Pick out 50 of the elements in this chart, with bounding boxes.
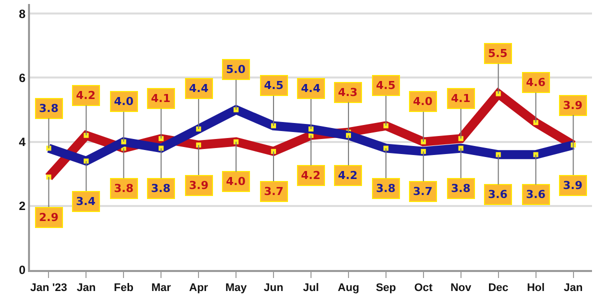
x-tick-label: Jan <box>564 282 584 294</box>
y-tick-label: 0 <box>18 263 26 278</box>
x-tick-label: Nov <box>450 282 472 294</box>
data-label: 3.7 <box>413 185 432 198</box>
data-label: 3.9 <box>563 99 582 112</box>
data-label: 4.1 <box>151 92 170 105</box>
data-label: 3.8 <box>451 182 470 195</box>
data-label: 2.9 <box>39 211 58 224</box>
y-tick-label: 4 <box>18 135 26 150</box>
data-label: 3.8 <box>39 102 58 115</box>
data-label: 4.4 <box>301 82 321 95</box>
data-label: 4.3 <box>338 86 358 99</box>
data-label: 5.5 <box>488 47 508 60</box>
data-label: 4.2 <box>301 169 320 182</box>
data-label: 3.8 <box>376 182 396 195</box>
x-tick-label: Jan '23 <box>30 282 68 294</box>
x-tick-label: Apr <box>189 282 209 294</box>
x-tick-label: Dec <box>488 282 508 294</box>
data-label: 4.0 <box>226 175 246 188</box>
data-label: 3.4 <box>76 195 96 208</box>
x-tick-label: Mar <box>151 282 172 294</box>
x-tick-label: Jan <box>76 282 96 294</box>
y-tick-label: 2 <box>18 199 26 214</box>
x-tick-label: Jul <box>303 282 319 294</box>
x-tick-label: Jun <box>264 282 284 294</box>
data-label: 3.9 <box>189 179 208 192</box>
x-tick-label: Oct <box>414 282 433 294</box>
data-label: 4.0 <box>114 95 134 108</box>
x-tick-label: Aug <box>338 282 360 294</box>
data-label: 4.1 <box>451 92 470 105</box>
y-tick-label: 6 <box>18 70 26 85</box>
x-tick-label: Feb <box>114 282 134 294</box>
data-label: 4.0 <box>413 95 433 108</box>
x-tick-label: Hol <box>526 282 545 294</box>
data-label: 3.6 <box>526 188 546 201</box>
data-label: 5.0 <box>226 63 246 76</box>
data-label: 4.5 <box>376 79 396 92</box>
data-label: 4.2 <box>338 169 358 182</box>
y-tick-label: 8 <box>18 6 26 21</box>
data-label: 3.9 <box>563 179 582 192</box>
data-label: 4.6 <box>526 76 546 89</box>
x-tick-label: May <box>225 282 248 294</box>
data-label: 3.7 <box>264 185 284 198</box>
data-label: 3.6 <box>488 188 508 201</box>
data-label: 3.8 <box>151 182 170 195</box>
data-label: 4.4 <box>189 82 209 95</box>
data-label: 4.2 <box>76 89 96 102</box>
x-tick-label: Sep <box>376 282 396 294</box>
data-label: 4.5 <box>264 79 284 92</box>
data-label: 3.8 <box>114 182 134 195</box>
